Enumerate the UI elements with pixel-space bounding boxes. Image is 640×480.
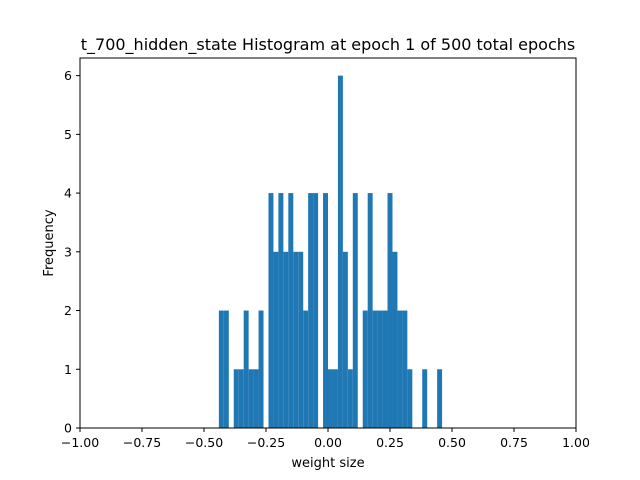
histogram-bar-6: [253, 369, 259, 428]
histogram-bar-5: [248, 369, 254, 428]
x-tick-label: 0.75: [500, 435, 528, 450]
histogram-bar-26: [367, 193, 373, 428]
y-tick-label: 1: [64, 362, 72, 377]
histogram-bar-15: [303, 310, 309, 428]
histogram-bar-3: [238, 369, 244, 428]
histogram-bar-30: [387, 193, 393, 428]
y-tick-label: 6: [64, 68, 72, 83]
histogram-bar-20: [332, 369, 338, 428]
histogram-bar-36: [437, 369, 443, 428]
histogram-bar-18: [323, 193, 328, 428]
x-tick-label: 1.00: [562, 435, 590, 450]
x-tick-label: −1.00: [61, 435, 99, 450]
histogram-bar-25: [362, 310, 368, 428]
histogram-bar-8: [268, 193, 274, 428]
x-tick-label: −0.50: [185, 435, 223, 450]
x-axis-ticks: −1.00 −0.75 −0.50 −0.25 0.00 0.25 0.50 0.75 1.00: [61, 428, 590, 450]
histogram-bar-9: [273, 251, 279, 428]
histogram-bar-23: [347, 369, 353, 428]
y-axis-ticks: 0 1 2 3 4 5 6: [64, 68, 80, 436]
histogram-bar-7: [258, 310, 264, 428]
x-tick-label: −0.25: [247, 435, 285, 450]
histogram-bar-31: [392, 251, 398, 428]
histogram-bar-28: [377, 310, 383, 428]
histogram-bar-0: [218, 310, 224, 428]
histogram-bar-27: [372, 310, 378, 428]
histogram-bar-4: [243, 310, 249, 428]
x-tick-label: 0.25: [376, 435, 404, 450]
x-tick-label: 0.00: [314, 435, 342, 450]
histogram-bar-33: [402, 310, 408, 428]
histogram-bar-17: [313, 193, 319, 428]
x-axis-label: weight size: [291, 456, 364, 471]
histogram-bar-21: [337, 75, 343, 428]
histogram-bar-14: [298, 251, 304, 428]
histogram-bar-35: [422, 369, 428, 428]
histogram-bar-32: [397, 310, 403, 428]
histogram-bar-1: [223, 310, 229, 428]
chart-title: t_700_hidden_state Histogram at epoch 1 …: [81, 35, 576, 55]
histogram-bar-34: [407, 369, 413, 428]
histogram-bar-29: [382, 310, 388, 428]
histogram-bar-22: [342, 251, 348, 428]
histogram-bar-2: [233, 369, 239, 428]
y-tick-label: 5: [64, 127, 72, 142]
plot-frame: [79, 57, 577, 429]
histogram-bar-10: [278, 193, 284, 428]
y-tick-label: 3: [64, 244, 72, 259]
histogram-bars: [218, 75, 443, 428]
histogram-bar-24: [352, 193, 358, 428]
histogram-bar-13: [293, 251, 299, 428]
histogram-bar-11: [283, 251, 289, 428]
x-tick-label: −0.75: [123, 435, 161, 450]
x-tick-label: 0.50: [438, 435, 466, 450]
histogram-bar-12: [288, 193, 294, 428]
y-tick-label: 0: [64, 421, 72, 436]
histogram-bar-19: [328, 369, 333, 428]
y-tick-label: 2: [64, 303, 72, 318]
y-axis-label: Frequency: [42, 209, 57, 276]
y-tick-label: 4: [64, 186, 72, 201]
histogram-bar-16: [308, 193, 314, 428]
